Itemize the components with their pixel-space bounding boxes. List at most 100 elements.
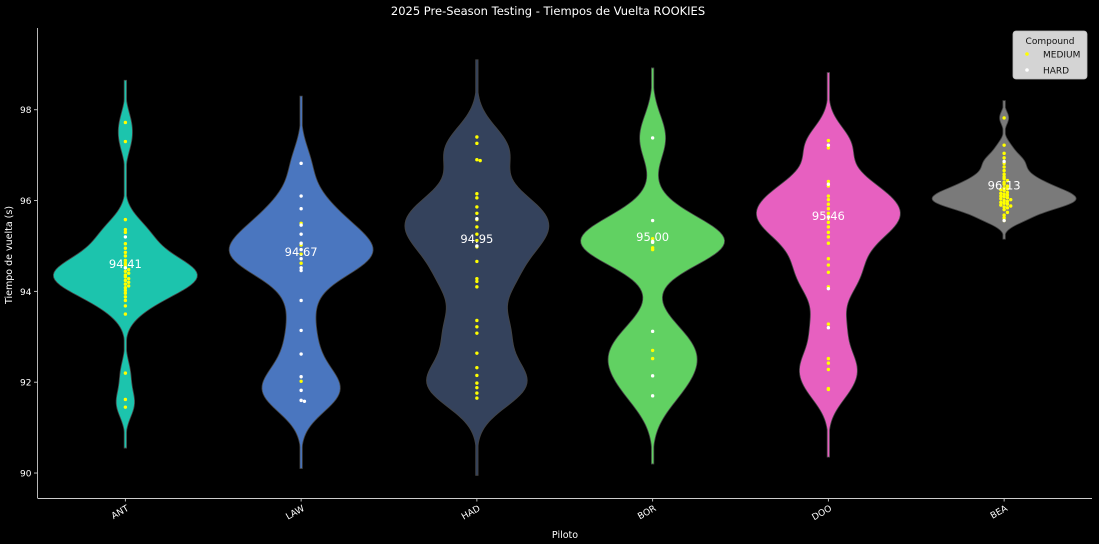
point-hard-had xyxy=(475,217,479,221)
point-medium-doo xyxy=(826,179,831,184)
point-medium-had xyxy=(475,232,479,236)
point-hard-doo xyxy=(826,182,831,186)
point-medium-had xyxy=(475,135,479,139)
point-hard-had xyxy=(475,244,479,248)
legend-title: Compound xyxy=(1026,37,1075,47)
point-hard-law xyxy=(299,398,303,403)
point-medium-doo xyxy=(826,138,831,143)
point-medium-had xyxy=(475,325,479,329)
point-medium-doo xyxy=(826,202,831,206)
point-medium-bea xyxy=(1002,205,1006,209)
point-hard-bor xyxy=(650,394,655,398)
point-medium-ant xyxy=(123,298,128,303)
point-medium-doo xyxy=(826,194,831,198)
point-hard-doo xyxy=(826,215,831,219)
point-medium-doo xyxy=(826,263,831,267)
point-medium-doo xyxy=(826,356,831,361)
mean-label-bea: 96.13 xyxy=(988,179,1021,193)
point-medium-ant xyxy=(126,276,131,281)
point-medium-bea xyxy=(1002,182,1006,186)
mean-label-doo: 95.46 xyxy=(812,209,845,223)
point-medium-bor xyxy=(650,356,655,361)
point-medium-ant xyxy=(123,312,128,316)
point-medium-had xyxy=(475,238,479,243)
point-hard-ant xyxy=(123,235,128,239)
point-medium-bea xyxy=(1005,184,1010,188)
point-medium-had xyxy=(475,331,479,335)
legend-box xyxy=(1012,30,1088,80)
point-medium-doo xyxy=(826,322,831,326)
point-medium-had xyxy=(475,351,479,355)
point-medium-bea xyxy=(1002,177,1006,181)
point-medium-ant xyxy=(123,217,128,222)
y-axis-label: Tiempo de vuelta (s) xyxy=(4,206,15,305)
point-hard-ant xyxy=(123,266,128,270)
point-medium-ant xyxy=(123,397,128,402)
point-hard-bor xyxy=(650,240,655,245)
y-tick-label: 98 xyxy=(20,106,32,116)
point-medium-had xyxy=(475,385,479,390)
y-tick-label: 94 xyxy=(20,288,32,298)
point-medium-bea xyxy=(1002,151,1006,156)
point-medium-bea xyxy=(1002,192,1006,196)
point-medium-doo xyxy=(826,235,831,239)
point-medium-had xyxy=(475,396,479,400)
point-medium-bea xyxy=(1005,187,1010,191)
point-medium-bea xyxy=(1002,213,1006,217)
point-hard-doo xyxy=(826,286,831,291)
point-medium-bor xyxy=(650,237,655,241)
point-medium-had xyxy=(475,192,479,196)
point-medium-bea xyxy=(1005,178,1010,183)
point-hard-bor xyxy=(650,374,655,378)
point-medium-bea xyxy=(1005,199,1010,204)
y-tick-label: 96 xyxy=(20,197,32,207)
point-medium-ant xyxy=(126,284,131,288)
point-medium-had xyxy=(475,373,479,378)
point-medium-bea xyxy=(1009,204,1013,208)
legend-marker-hard xyxy=(1025,68,1029,72)
point-hard-law xyxy=(299,223,303,227)
point-medium-bea xyxy=(1005,202,1010,206)
mean-label-law: 94.67 xyxy=(285,245,318,259)
mean-label-bor: 95.00 xyxy=(636,230,669,244)
point-medium-bea xyxy=(1002,172,1006,176)
point-medium-ant xyxy=(123,405,128,409)
violin-law xyxy=(228,95,374,469)
point-hard-law xyxy=(299,247,303,252)
point-medium-had xyxy=(475,365,479,370)
x-axis-label: Piloto xyxy=(552,530,578,541)
point-medium-bea xyxy=(1002,186,1006,190)
point-hard-bea xyxy=(1002,159,1006,164)
point-hard-bea xyxy=(1002,218,1006,223)
point-medium-doo xyxy=(826,241,831,245)
mean-label-ant: 94.41 xyxy=(109,257,142,271)
point-medium-bea xyxy=(1002,216,1006,220)
point-medium-doo xyxy=(826,230,831,235)
point-medium-had xyxy=(475,225,479,229)
point-hard-law xyxy=(299,375,303,379)
point-medium-had xyxy=(475,276,479,281)
point-medium-ant xyxy=(126,280,131,284)
point-medium-ant xyxy=(123,371,128,375)
point-medium-doo xyxy=(826,197,831,202)
point-medium-bea xyxy=(1002,165,1006,169)
violin-had xyxy=(404,59,550,476)
point-medium-ant xyxy=(123,275,128,279)
y-tick-label: 90 xyxy=(20,470,32,480)
mean-label-had: 94.95 xyxy=(460,232,493,246)
point-medium-bor xyxy=(650,247,655,252)
point-medium-ant xyxy=(123,250,128,255)
point-medium-bea xyxy=(1005,206,1010,210)
point-medium-bea xyxy=(1005,196,1010,200)
point-hard-law xyxy=(299,207,303,211)
point-medium-had xyxy=(475,391,479,395)
point-hard-bor xyxy=(650,136,655,140)
point-medium-had xyxy=(475,141,479,146)
point-medium-bea xyxy=(1002,201,1006,205)
point-medium-had xyxy=(475,285,479,289)
point-medium-ant xyxy=(123,246,128,250)
point-medium-ant xyxy=(123,269,128,274)
point-medium-had xyxy=(475,279,479,284)
point-medium-ant xyxy=(123,295,128,299)
